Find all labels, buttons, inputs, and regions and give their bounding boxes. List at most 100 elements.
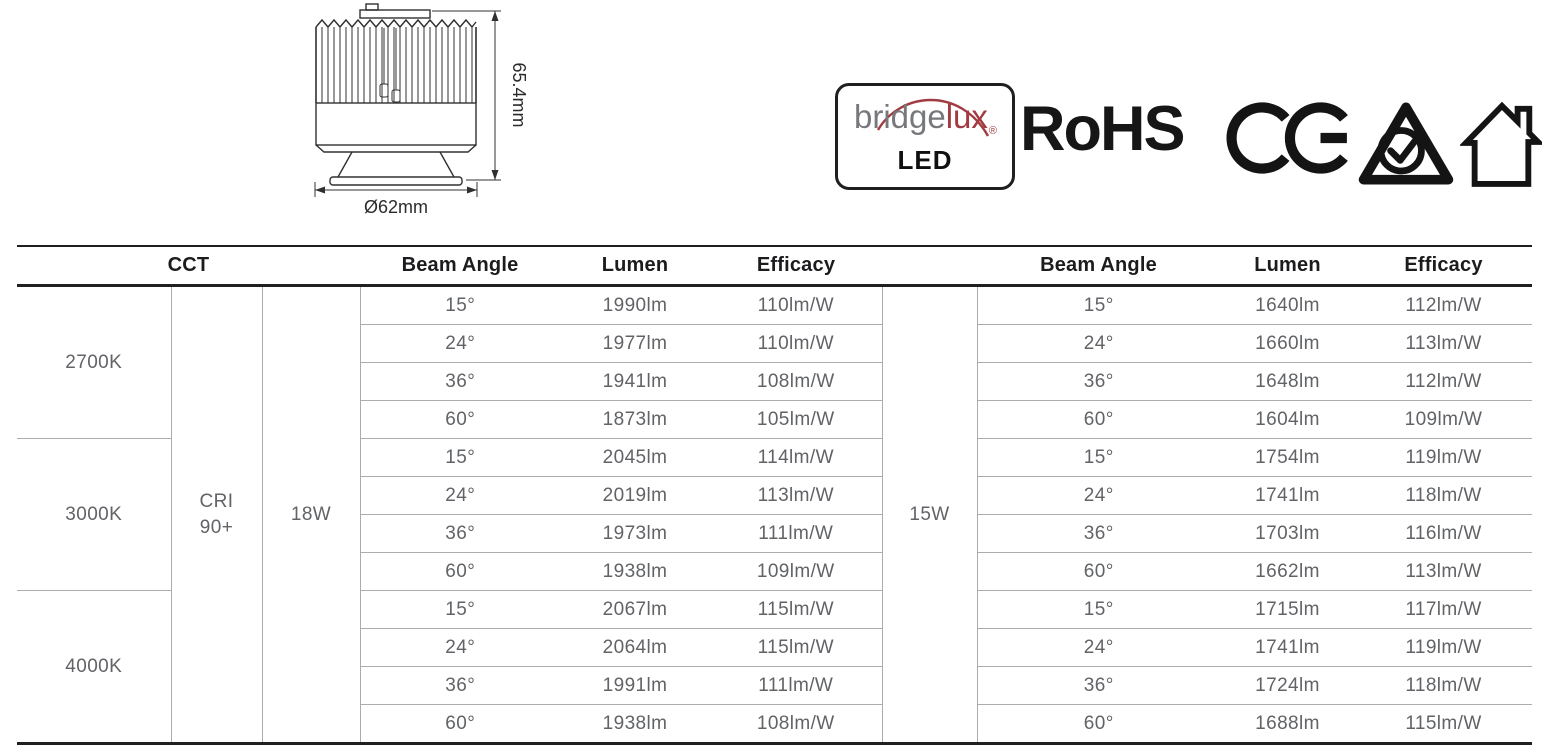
beam-cell: 15°: [977, 590, 1220, 629]
beam-cell: 36°: [359, 362, 560, 401]
table-row: 2700K CRI 90+ 18W 15° 1990lm 110lm/W 15W…: [17, 285, 1532, 744]
beam-cell: 15°: [359, 438, 560, 477]
lumen-cell: 1662lm: [1220, 552, 1355, 591]
beam-cell: 24°: [359, 324, 560, 363]
efficacy-cell: 113lm/W: [710, 476, 882, 515]
cct-cell-3000k: 3000K: [17, 438, 171, 591]
lumen-cell: 1938lm: [560, 552, 710, 591]
cri-line1: CRI: [199, 490, 234, 512]
lumen-cell: 1741lm: [1220, 476, 1355, 515]
lumen-cell: 1604lm: [1220, 400, 1355, 439]
efficacy-cell: 116lm/W: [1355, 514, 1532, 553]
reflector-cone: [337, 151, 455, 178]
heatsink-fin-tops: [315, 18, 477, 29]
cct-cell-4000k: 4000K: [17, 590, 171, 744]
beam-cell: 36°: [359, 666, 560, 705]
beam-cell: 24°: [977, 476, 1220, 515]
efficacy-cell: 112lm/W: [1355, 362, 1532, 401]
efficacy-cell: 113lm/W: [1355, 324, 1532, 363]
rohs-label: RoHS: [1020, 94, 1185, 164]
lumen-cell: 2019lm: [560, 476, 710, 515]
efficacy-cell: 111lm/W: [710, 666, 882, 705]
lumen-cell: 1941lm: [560, 362, 710, 401]
efficacy-cell: 111lm/W: [710, 514, 882, 553]
mounting-plate: [359, 9, 431, 19]
cct-cell-2700k: 2700K: [65, 351, 123, 373]
efficacy-cell: 113lm/W: [1355, 552, 1532, 591]
registered-trademark-icon: ®: [988, 125, 998, 137]
efficacy-cell: 112lm/W: [1405, 294, 1482, 316]
efficacy-cell: 118lm/W: [1355, 476, 1532, 515]
efficacy-cell: 114lm/W: [710, 438, 882, 477]
beam-cell: 24°: [977, 628, 1220, 667]
efficacy-cell: 110lm/W: [757, 294, 834, 316]
table-row: 36° 1973lm 111lm/W 36° 1703lm 116lm/W: [17, 514, 1532, 553]
lumen-cell: 1660lm: [1220, 324, 1355, 363]
table-row: 24° 1977lm 110lm/W 24° 1660lm 113lm/W: [17, 324, 1532, 363]
header-cct: CCT: [17, 246, 360, 287]
bridgelux-led-logo: bridgelux® LED: [835, 83, 1015, 190]
efficacy-cell: 108lm/W: [710, 704, 882, 744]
header-beam-angle-right: Beam Angle: [977, 246, 1220, 287]
header-row: CCT Beam Angle Lumen Efficacy Beam Angle…: [17, 246, 1532, 287]
header-lumen-left: Lumen: [560, 246, 710, 287]
beam-cell: 36°: [977, 666, 1220, 705]
efficacy-cell: 109lm/W: [1355, 400, 1532, 439]
beam-cell: 24°: [359, 628, 560, 667]
beam-cell: 24°: [977, 324, 1220, 363]
table-row: 60° 1938lm 109lm/W 60° 1662lm 113lm/W: [17, 552, 1532, 591]
table-row: 3000K 15° 2045lm 114lm/W 15° 1754lm 119l…: [17, 438, 1532, 591]
header-efficacy-right: Efficacy: [1355, 246, 1532, 287]
lumen-cell: 1754lm: [1220, 438, 1355, 477]
table-row: 36° 1941lm 108lm/W 36° 1648lm 112lm/W: [17, 362, 1532, 401]
cri-cell: CRI 90+: [170, 285, 262, 744]
efficacy-cell: 105lm/W: [710, 400, 882, 439]
lumen-cell: 2067lm: [560, 590, 710, 629]
lumen-cell: 1991lm: [560, 666, 710, 705]
efficacy-cell: 118lm/W: [1355, 666, 1532, 705]
bridgelux-word-lux: lux: [945, 98, 988, 135]
beam-cell: 60°: [359, 704, 560, 744]
ce-mark-icon: [1226, 102, 1348, 174]
height-dimension-label: 65.4mm: [509, 62, 529, 127]
bridgelux-word-bridge: bridge: [853, 98, 946, 135]
lumen-cell: 1715lm: [1220, 590, 1355, 629]
lumen-cell: 1703lm: [1220, 514, 1355, 553]
lumen-cell: 1977lm: [560, 324, 710, 363]
lumen-cell: 1973lm: [560, 514, 710, 553]
beam-cell: 15°: [359, 285, 560, 325]
beam-cell: 24°: [359, 476, 560, 515]
bridgelux-wordmark: bridgelux®: [838, 100, 1012, 142]
beam-cell: 60°: [977, 552, 1220, 591]
lumen-cell: 2064lm: [560, 628, 710, 667]
lumen-cell: 2045lm: [560, 438, 710, 477]
product-dimension-drawing: 65.4mm Ø62mm: [314, 3, 529, 217]
table-row: 60° 1938lm 108lm/W 60° 1688lm 115lm/W: [17, 704, 1532, 744]
efficacy-cell: 115lm/W: [1355, 704, 1532, 744]
lumen-cell: 1648lm: [1220, 362, 1355, 401]
bridgelux-arc-swoosh: [876, 98, 990, 137]
beam-cell: 60°: [977, 400, 1220, 439]
diameter-dimension-label: Ø62mm: [364, 197, 428, 217]
beam-cell: 36°: [977, 514, 1220, 553]
lumen-cell: 1640lm: [1255, 294, 1320, 316]
indoor-use-house-icon: [1460, 101, 1542, 187]
beam-cell: 60°: [359, 552, 560, 591]
beam-cell: 60°: [359, 400, 560, 439]
table-row: 36° 1991lm 111lm/W 36° 1724lm 118lm/W: [17, 666, 1532, 705]
photometric-spec-table: CCT Beam Angle Lumen Efficacy Beam Angle…: [17, 245, 1532, 745]
efficacy-cell: 110lm/W: [710, 324, 882, 363]
table-row: 24° 2019lm 113lm/W 24° 1741lm 118lm/W: [17, 476, 1532, 515]
table-row: 4000K 15° 2067lm 115lm/W 15° 1715lm 117l…: [17, 590, 1532, 744]
wattage-cell-18w: 18W: [261, 285, 360, 744]
bridgelux-led-text: LED: [897, 145, 953, 175]
lumen-cell: 1688lm: [1220, 704, 1355, 744]
efficacy-cell: 109lm/W: [710, 552, 882, 591]
rcm-mark-icon: [1358, 102, 1454, 185]
beam-cell: 15°: [977, 438, 1220, 477]
driver-body: [315, 102, 477, 146]
header-spacer: [882, 246, 977, 287]
header-lumen-right: Lumen: [1220, 246, 1355, 287]
header-efficacy-left: Efficacy: [710, 246, 882, 287]
